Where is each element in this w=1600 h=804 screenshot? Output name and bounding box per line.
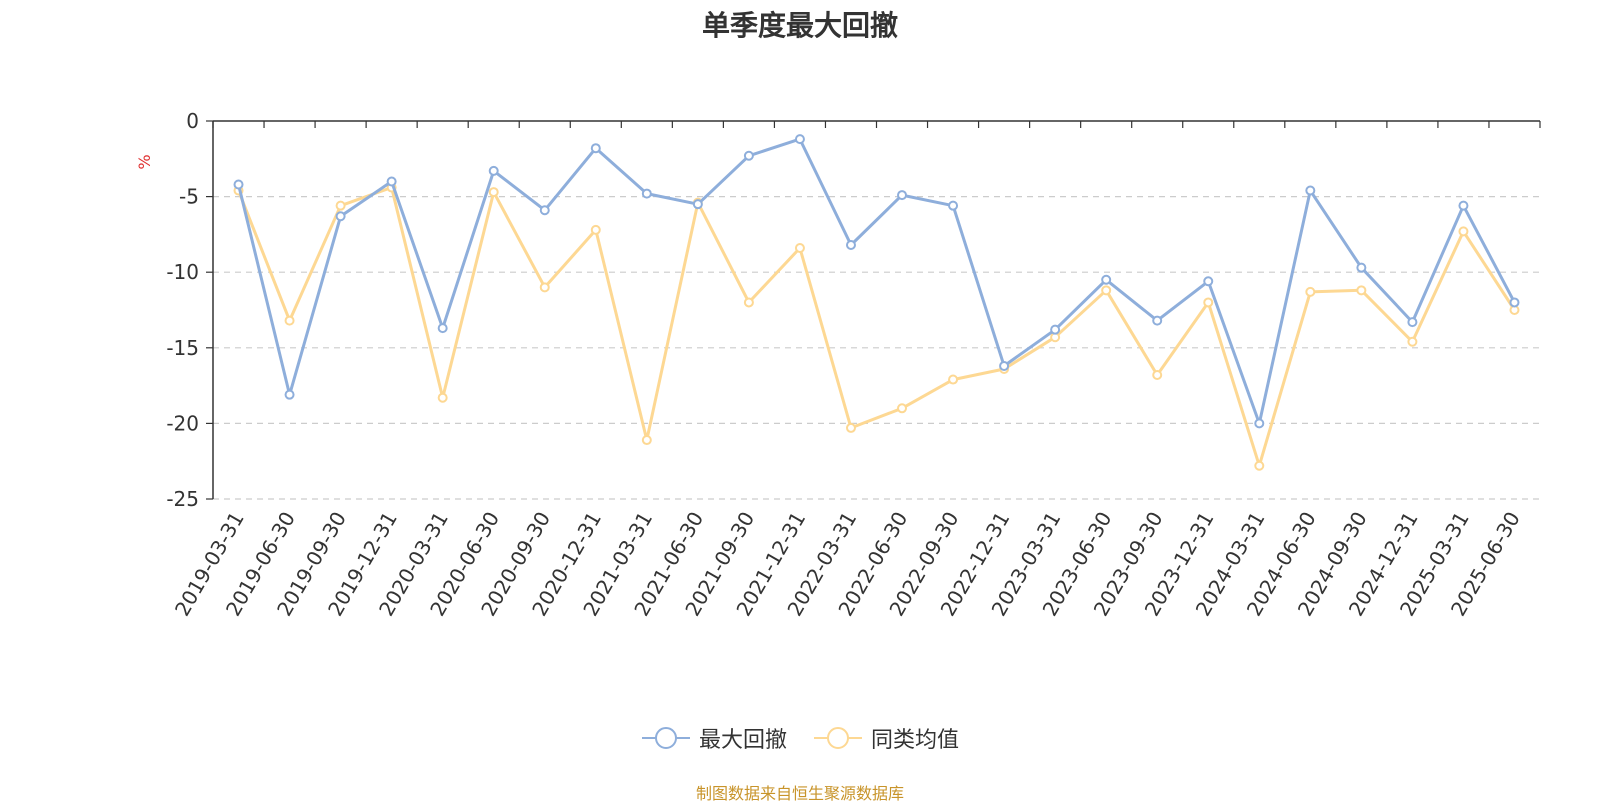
data-point[interactable] [1305,286,1316,297]
legend: 最大回撤 同类均值 [0,722,1600,754]
data-point[interactable] [1101,274,1112,285]
data-point[interactable] [590,143,601,154]
legend-line-marker-icon [641,727,690,749]
data-point[interactable] [233,179,244,190]
legend-line-marker-icon [814,727,862,749]
data-point[interactable] [590,224,601,235]
legend-label: 最大回撤 [698,728,787,753]
data-point[interactable] [641,188,652,199]
data-point[interactable] [1305,185,1316,196]
data-point[interactable] [1407,317,1418,328]
y-axis-unit-label: % [135,154,154,169]
chart-title: 单季度最大回撤 [701,9,898,42]
data-point[interactable] [284,389,295,400]
legend-label: 同类均值 [871,728,960,753]
y-tick-label: 0 [186,109,199,133]
y-tick-label: -15 [166,336,199,360]
data-point[interactable] [335,200,346,211]
data-point[interactable] [1203,297,1214,308]
data-point[interactable] [386,176,397,187]
series-line-2 [237,186,1516,468]
series-line-1 [237,137,1516,425]
data-point[interactable] [1407,336,1418,347]
data-point[interactable] [1356,285,1367,296]
data-point[interactable] [539,205,550,216]
data-point[interactable] [1152,315,1163,326]
data-point[interactable] [692,199,703,210]
data-point[interactable] [1458,200,1469,211]
y-tick-label: -25 [166,487,199,511]
data-point[interactable] [845,422,856,433]
grid-layer [213,196,1540,500]
series-layer [233,134,1520,471]
legend-item-2[interactable]: 同类均值 [813,722,959,754]
source-note: 制图数据来自恒生聚源数据库 [695,784,904,803]
data-point[interactable] [948,374,959,385]
data-point[interactable] [845,239,856,250]
data-point[interactable] [897,403,908,414]
y-tick-label: -10 [166,260,199,284]
data-point[interactable] [539,282,550,293]
data-point[interactable] [1356,262,1367,273]
data-point[interactable] [999,360,1010,371]
data-point[interactable] [1050,324,1061,335]
data-point[interactable] [948,200,959,211]
data-point[interactable] [1254,418,1265,429]
data-point[interactable] [284,315,295,326]
data-point[interactable] [437,323,448,334]
data-point[interactable] [488,165,499,176]
data-point[interactable] [1254,460,1265,471]
data-point[interactable] [897,190,908,201]
data-point[interactable] [1101,285,1112,296]
data-point[interactable] [641,435,652,446]
data-point[interactable] [794,134,805,145]
data-point[interactable] [1152,370,1163,381]
data-point[interactable] [1509,297,1520,308]
data-point[interactable] [488,187,499,198]
data-point[interactable] [1203,276,1214,287]
y-tick-label: -20 [166,411,199,435]
legend-item-1[interactable]: 最大回撤 [641,722,787,754]
data-point[interactable] [743,297,754,308]
data-point[interactable] [437,392,448,403]
axis-layer: 0-5-10-15-20-252019-03-312019-06-302019-… [166,109,1541,620]
data-point[interactable] [335,211,346,222]
data-point[interactable] [743,150,754,161]
data-point[interactable] [1458,226,1469,237]
y-tick-label: -5 [179,185,199,209]
data-point[interactable] [794,243,805,254]
